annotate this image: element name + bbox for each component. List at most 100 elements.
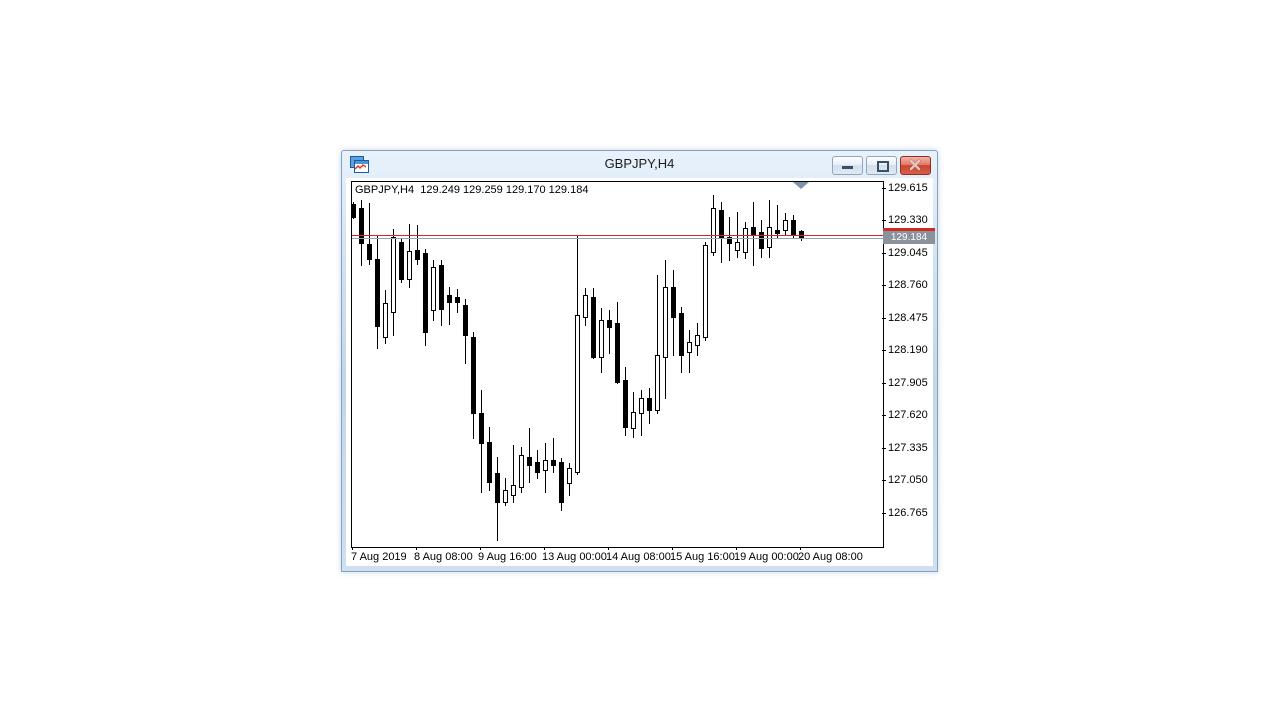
candle-body	[703, 245, 708, 338]
time-label: 13 Aug 00:00	[542, 551, 607, 563]
time-label: 9 Aug 16:00	[478, 551, 537, 563]
candle-body	[631, 412, 636, 429]
candle-body	[415, 250, 420, 260]
candle-body	[671, 287, 676, 318]
candle-body	[423, 253, 428, 333]
candle-body	[352, 204, 356, 218]
restore-icon	[877, 161, 889, 172]
restore-button[interactable]	[866, 156, 897, 175]
candle-body	[711, 208, 716, 253]
candle-body	[727, 237, 732, 244]
candle-body	[695, 335, 700, 346]
price-label: 127.620	[888, 409, 928, 421]
candle-body	[679, 313, 684, 356]
price-tick	[882, 220, 886, 221]
candle-body	[607, 320, 612, 328]
candle-body	[687, 342, 692, 353]
candle-body	[647, 398, 652, 411]
candle-body	[735, 242, 740, 251]
price-axis[interactable]: 129.615 129.330 129.045 128.760 128.475 128.1…	[882, 181, 937, 561]
chart-client-area: GBPJPY,H4 129.249 129.259 129.170 129.18…	[346, 178, 935, 566]
candle-body	[439, 265, 444, 310]
candle-body	[623, 380, 628, 428]
time-tick	[416, 547, 417, 550]
time-tick	[672, 547, 673, 550]
candle-wick	[529, 428, 530, 483]
time-tick	[608, 547, 609, 550]
candle-wick	[417, 225, 418, 265]
candle-body	[455, 297, 460, 303]
title-bar[interactable]: GBPJPY,H4	[342, 151, 937, 178]
symbol-ohlc-readout: GBPJPY,H4 129.249 129.259 129.170 129.18…	[355, 184, 589, 196]
time-label: 15 Aug 16:00	[670, 551, 735, 563]
price-label: 129.330	[888, 214, 928, 226]
candle-body	[447, 295, 452, 303]
candle-body	[511, 485, 516, 496]
time-tick	[352, 547, 353, 550]
minimize-button[interactable]	[832, 156, 863, 175]
candle-body	[783, 220, 788, 231]
candle-body	[591, 297, 596, 358]
candle-body	[743, 228, 748, 253]
candle-body	[359, 208, 364, 244]
candle-body	[487, 442, 492, 483]
close-icon	[909, 159, 921, 171]
candle-wick	[513, 445, 514, 503]
price-tick	[882, 350, 886, 351]
candle-body	[471, 337, 476, 414]
price-tick	[882, 253, 886, 254]
candle-body	[543, 460, 548, 471]
candle-body	[391, 237, 396, 313]
time-tick	[544, 547, 545, 550]
candle-body	[615, 323, 620, 383]
shift-marker-icon[interactable]	[793, 182, 809, 189]
time-tick	[480, 547, 481, 550]
time-axis[interactable]: 7 Aug 2019 8 Aug 08:00 9 Aug 16:00 13 Aug 0…	[351, 547, 911, 565]
candle-body	[367, 244, 372, 260]
candle-wick	[777, 205, 778, 239]
price-label: 127.050	[888, 474, 928, 486]
candle-body	[655, 355, 660, 411]
candle-body	[663, 287, 668, 358]
chart-window: GBPJPY,H4 GBPJPY,H4 129.249 129.259 129.…	[341, 150, 938, 572]
price-label: 127.905	[888, 377, 928, 389]
bid-price-tag: 129.184	[883, 231, 935, 244]
price-tick	[882, 318, 886, 319]
price-tick	[882, 285, 886, 286]
candle-body	[639, 398, 644, 414]
candle-body	[767, 227, 772, 248]
candle-body	[559, 462, 564, 503]
time-label: 14 Aug 08:00	[606, 551, 671, 563]
minimize-icon	[842, 166, 853, 169]
candle-body	[495, 473, 500, 503]
candle-body	[535, 462, 540, 473]
candle-body	[791, 220, 796, 236]
candle-body	[519, 455, 524, 488]
candle-body	[407, 251, 412, 280]
candle-body	[527, 457, 532, 466]
candle-wick	[657, 275, 658, 414]
icon-titlebar	[355, 161, 368, 164]
candle-body	[775, 230, 780, 234]
candle-body	[383, 303, 388, 338]
price-tick	[882, 415, 886, 416]
time-label: 19 Aug 00:00	[734, 551, 799, 563]
price-label: 129.045	[888, 247, 928, 259]
window-title: GBPJPY,H4	[604, 156, 675, 171]
price-tick	[882, 383, 886, 384]
candle-body	[479, 413, 484, 444]
red-hline[interactable]	[352, 235, 883, 236]
time-tick	[736, 547, 737, 550]
plot-area[interactable]: GBPJPY,H4 129.249 129.259 129.170 129.18…	[351, 181, 884, 548]
front-window-icon	[354, 160, 369, 173]
candle-body	[503, 490, 508, 503]
close-button[interactable]	[900, 156, 931, 175]
price-label: 128.760	[888, 279, 928, 291]
price-label: 128.475	[888, 312, 928, 324]
price-label: 126.765	[888, 507, 928, 519]
price-label: 128.190	[888, 344, 928, 356]
candle-body	[399, 242, 404, 280]
candle-body	[583, 295, 588, 318]
candle-wick	[369, 203, 370, 265]
candle-body	[567, 468, 572, 484]
